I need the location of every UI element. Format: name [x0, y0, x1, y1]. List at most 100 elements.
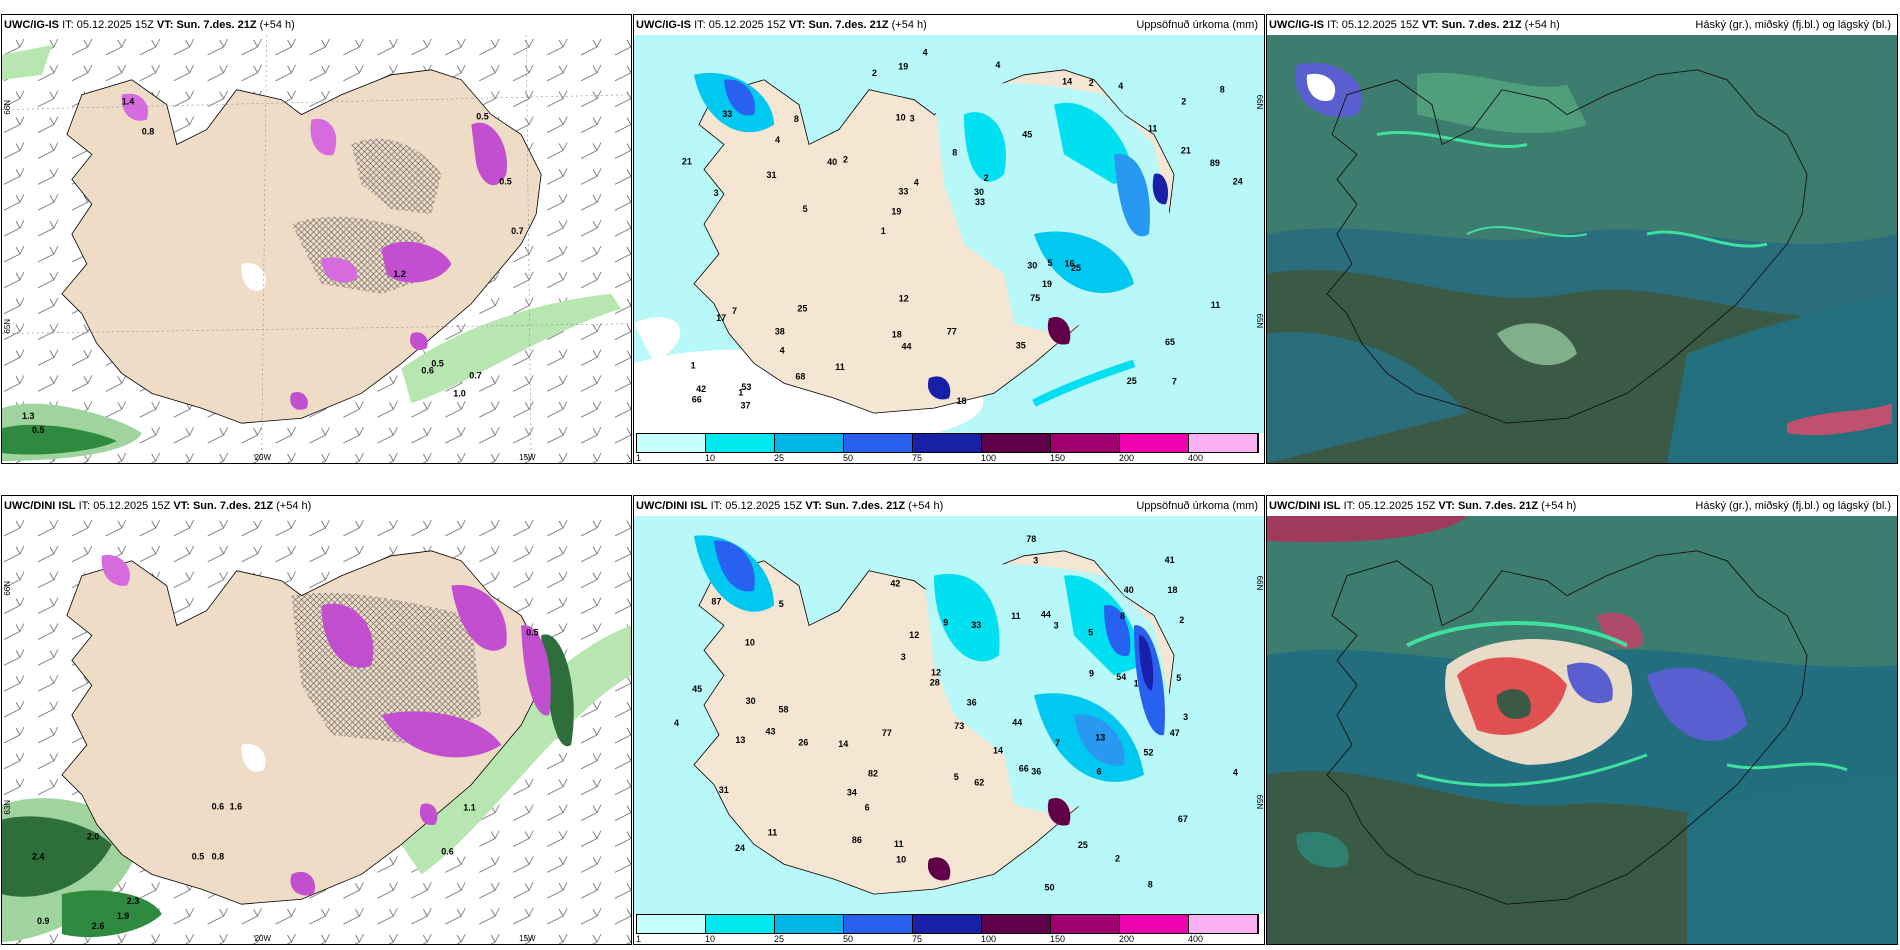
precip-label: 18 [957, 396, 967, 406]
snow-map-svg: 2.4 2.0 0.9 2.6 1.9 2.3 0.5 0.8 0.6 1.1 … [2, 516, 631, 944]
precip-label: 50 [1045, 883, 1055, 893]
precip-label: 18 [892, 329, 902, 339]
precip-label: 44 [1041, 609, 1051, 619]
precip-label: 19 [1042, 279, 1052, 289]
precip-label: 1 [691, 361, 696, 371]
precip-colorbar-bottom [636, 914, 1259, 934]
colorbar-swatch [706, 434, 775, 452]
colorbar-tick: 100 [981, 453, 997, 463]
lead-time: (+54 h) [1524, 19, 1560, 31]
vt-label: VT: [173, 500, 190, 512]
colorbar-swatch [982, 915, 1051, 933]
colorbar-tick: 400 [1188, 453, 1204, 463]
vt-value: Sun. 7.des. 21Z [1441, 19, 1522, 31]
snow-label: 2.4 [32, 851, 44, 861]
colorbar-tick: 200 [1119, 934, 1135, 944]
precip-label: 68 [795, 372, 805, 382]
precip-label: 77 [947, 327, 957, 337]
precip-label: 12 [931, 667, 941, 677]
colorbar-tick: 150 [1050, 453, 1066, 463]
vt-label: VT: [1438, 500, 1455, 512]
precip-label: 40 [1124, 585, 1134, 595]
precip-label: 10 [896, 112, 906, 122]
colorbar-swatch [1120, 434, 1189, 452]
precip-label: 3 [1183, 712, 1188, 722]
precip-label: 17 [716, 313, 726, 323]
precip-label: 5 [1088, 628, 1093, 638]
colorbar-tick: 150 [1050, 934, 1066, 944]
precip-label: 7 [1055, 738, 1060, 748]
precip-label: 8 [1120, 611, 1125, 621]
precip-label: 44 [902, 341, 912, 351]
precip-label: 4 [914, 178, 919, 188]
colorbar-tick: 50 [843, 934, 854, 944]
lat-label-65n: 65N [1255, 314, 1264, 329]
precip-label: 1 [738, 388, 743, 398]
snow-label: 2.3 [127, 896, 139, 906]
precip-label: 1 [1134, 678, 1139, 688]
vt-label: VT: [805, 500, 822, 512]
lead-time: (+54 h) [276, 500, 312, 512]
snow-label: 1.4 [122, 97, 134, 107]
snow-label: 0.7 [511, 226, 523, 236]
model-name: UWC/DINI ISL [1269, 500, 1341, 512]
precip-label: 33 [898, 186, 908, 196]
precip-label: 12 [909, 630, 919, 640]
cloud-map-bottom [1267, 516, 1897, 944]
colorbar-swatch [775, 915, 844, 933]
snow-map-bottom: 2.4 2.0 0.9 2.6 1.9 2.3 0.5 0.8 0.6 1.1 … [2, 516, 631, 944]
colorbar-tick: 200 [1119, 453, 1135, 463]
precip-map-svg: 7321455310872143225331924302119183381425… [634, 35, 1264, 433]
colorbar-swatch [775, 434, 844, 452]
precip-label: 47 [1170, 728, 1180, 738]
precip-label: 87 [711, 597, 721, 607]
precip-label: 38 [775, 327, 785, 337]
precip-map-bottom: 8 43 66 87 67 10 11 14 5 9 3 2 6 42 44 31 13 36 45 24 41 33 54… [634, 516, 1264, 914]
precip-label: 3 [714, 188, 719, 198]
precip-label: 58 [779, 705, 789, 715]
precip-label: 4 [1118, 81, 1123, 91]
precip-labels-top: 7321455310872143225331924302119183381425… [682, 48, 1243, 411]
precip-label: 53 [741, 382, 751, 392]
lead-time: (+54 h) [1541, 500, 1577, 512]
iceland-outline [1326, 69, 1808, 424]
precip-label: 44 [1012, 717, 1022, 727]
precip-label: 10 [896, 854, 906, 864]
colorbar-swatch [1189, 915, 1258, 933]
precip-label: 1 [881, 226, 886, 236]
snow-label: 1.9 [117, 911, 129, 921]
model-name: UWC/DINI ISL [4, 500, 76, 512]
precip-label: 14 [993, 746, 1003, 756]
precip-label: 33 [971, 620, 981, 630]
precip-label: 35 [1016, 341, 1026, 351]
precip-label: 25 [1071, 263, 1081, 273]
precip-title: Uppsöfnuð úrkoma (mm) [1136, 19, 1258, 31]
precip-label: 37 [741, 401, 751, 411]
colorbar-swatch [913, 915, 982, 933]
colorbar-tick: 10 [705, 934, 716, 944]
precip-label: 3 [1033, 556, 1038, 566]
lon-label-15w: 15W [519, 934, 536, 943]
snow-label: 1.6 [230, 802, 242, 812]
snow-label: 1.3 [22, 411, 34, 421]
it-label: IT: [1343, 500, 1356, 512]
precip-label: 34 [847, 787, 857, 797]
precip-label: 8 [794, 114, 799, 124]
lat-label-65n: 65N [1255, 795, 1264, 810]
precip-label: 3 [1054, 621, 1059, 631]
precip-label: 11 [1211, 300, 1221, 310]
colorbar-swatch [913, 434, 982, 452]
snow-label: 0.6 [212, 802, 224, 812]
panel-header: UWC/IG-IS IT: 05.12.2025 15Z VT: Sun. 7.… [1267, 15, 1897, 35]
precip-label: 7 [1172, 376, 1177, 386]
lat-label-65n: 65N [3, 319, 12, 334]
precip-label: 66 [1019, 764, 1029, 774]
cloud-map-top [1267, 35, 1897, 463]
lat-label-66n: 66N [3, 100, 12, 115]
precip-label: 12 [899, 294, 909, 304]
snow-label: 0.8 [212, 851, 224, 861]
snow-label: 2.0 [87, 832, 99, 842]
lat-label-63n: 63N [3, 800, 12, 815]
precip-label: 5 [1048, 258, 1053, 268]
it-value: 05.12.2025 15Z [1358, 500, 1436, 512]
